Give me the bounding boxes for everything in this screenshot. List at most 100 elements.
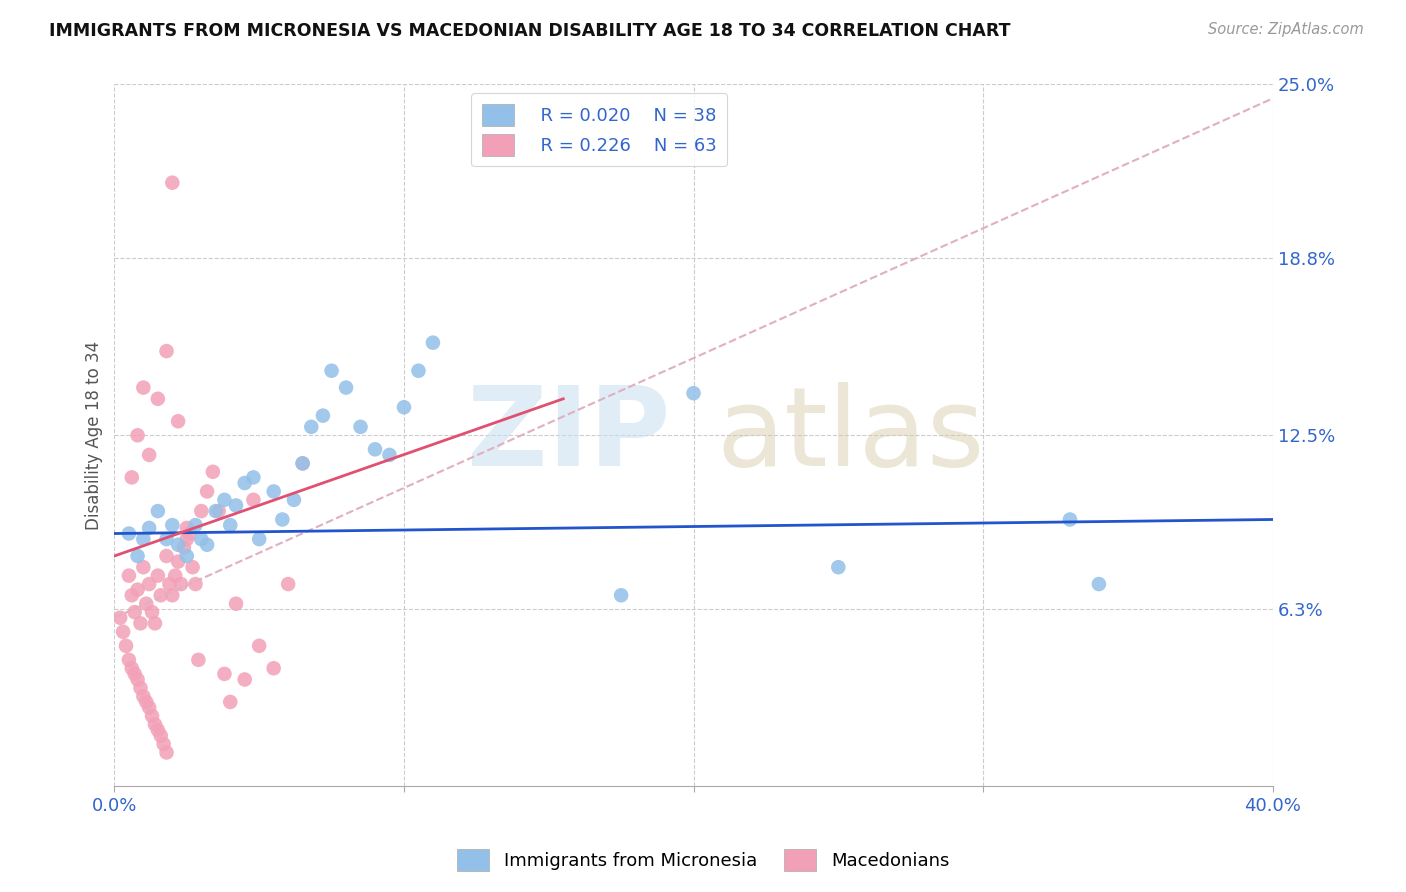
Point: [233, 673, 256, 687]
Point: [204, 504, 226, 518]
Point: [121, 588, 143, 602]
Point: [392, 401, 415, 415]
Point: [132, 381, 155, 395]
Point: [283, 492, 305, 507]
Point: [187, 653, 209, 667]
Point: [121, 661, 143, 675]
Point: [165, 568, 187, 582]
Point: [132, 690, 155, 704]
Point: [291, 456, 314, 470]
Point: [214, 666, 236, 681]
Point: [335, 381, 357, 395]
Point: [349, 420, 371, 434]
Point: [124, 666, 146, 681]
Legend:   R = 0.020    N = 38,   R = 0.226    N = 63: R = 0.020 N = 38, R = 0.226 N = 63: [471, 94, 727, 167]
Text: Source: ZipAtlas.com: Source: ZipAtlas.com: [1208, 22, 1364, 37]
Point: [146, 723, 169, 737]
Point: [132, 532, 155, 546]
Point: [138, 577, 160, 591]
Point: [167, 538, 190, 552]
Point: [233, 475, 256, 490]
Point: [195, 538, 218, 552]
Point: [167, 414, 190, 428]
Point: [112, 624, 135, 639]
Point: [190, 532, 212, 546]
Text: IMMIGRANTS FROM MICRONESIA VS MACEDONIAN DISABILITY AGE 18 TO 34 CORRELATION CHA: IMMIGRANTS FROM MICRONESIA VS MACEDONIAN…: [49, 22, 1011, 40]
Point: [247, 532, 270, 546]
Point: [118, 526, 141, 541]
Point: [181, 560, 204, 574]
Text: atlas: atlas: [717, 382, 986, 489]
Point: [132, 560, 155, 574]
Point: [152, 737, 174, 751]
Point: [184, 577, 207, 591]
Point: [312, 409, 335, 423]
Point: [173, 541, 195, 555]
Point: [176, 532, 198, 546]
Point: [176, 549, 198, 563]
Point: [263, 661, 285, 675]
Point: [129, 616, 152, 631]
Point: [179, 526, 201, 541]
Point: [155, 532, 177, 546]
Point: [242, 470, 264, 484]
Point: [170, 577, 193, 591]
Point: [225, 597, 247, 611]
Point: [271, 512, 294, 526]
Point: [1059, 512, 1081, 526]
Point: [321, 364, 343, 378]
Point: [190, 504, 212, 518]
Legend: Immigrants from Micronesia, Macedonians: Immigrants from Micronesia, Macedonians: [450, 842, 956, 879]
Point: [155, 344, 177, 359]
Point: [263, 484, 285, 499]
Point: [827, 560, 849, 574]
Point: [135, 695, 157, 709]
Point: [208, 504, 231, 518]
Point: [108, 611, 131, 625]
Point: [141, 709, 163, 723]
Point: [299, 420, 322, 434]
Point: [124, 605, 146, 619]
Point: [146, 504, 169, 518]
Point: [219, 518, 242, 533]
Point: [291, 456, 314, 470]
Point: [127, 582, 149, 597]
Point: [146, 568, 169, 582]
Point: [225, 499, 247, 513]
Point: [242, 492, 264, 507]
Point: [247, 639, 270, 653]
Point: [219, 695, 242, 709]
Point: [138, 521, 160, 535]
Point: [155, 746, 177, 760]
Point: [141, 605, 163, 619]
Point: [408, 364, 430, 378]
Point: [149, 729, 172, 743]
Point: [127, 549, 149, 563]
Point: [195, 484, 218, 499]
Point: [364, 442, 387, 457]
Text: ZIP: ZIP: [467, 382, 671, 489]
Point: [176, 521, 198, 535]
Point: [146, 392, 169, 406]
Point: [162, 176, 184, 190]
Point: [118, 568, 141, 582]
Point: [167, 555, 190, 569]
Point: [214, 492, 236, 507]
Point: [422, 335, 444, 350]
Point: [1088, 577, 1111, 591]
Point: [118, 653, 141, 667]
Point: [138, 700, 160, 714]
Y-axis label: Disability Age 18 to 34: Disability Age 18 to 34: [86, 341, 103, 530]
Point: [682, 386, 704, 401]
Point: [138, 448, 160, 462]
Point: [121, 470, 143, 484]
Point: [143, 616, 166, 631]
Point: [149, 588, 172, 602]
Point: [201, 465, 224, 479]
Point: [277, 577, 299, 591]
Point: [143, 717, 166, 731]
Point: [162, 518, 184, 533]
Point: [159, 577, 181, 591]
Point: [127, 428, 149, 442]
Point: [135, 597, 157, 611]
